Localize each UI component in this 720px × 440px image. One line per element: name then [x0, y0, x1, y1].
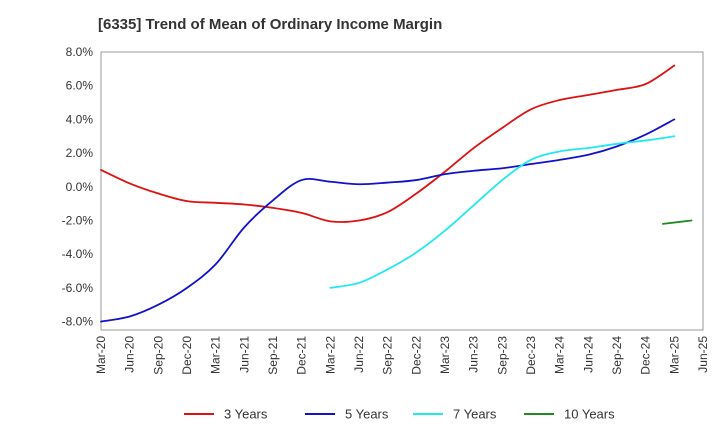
x-tick-label: Dec-21	[295, 336, 309, 375]
y-tick-label: 2.0%	[66, 146, 94, 160]
y-tick-label: 4.0%	[66, 112, 94, 126]
x-tick-label: Mar-21	[209, 336, 223, 374]
x-tick-label: Jun-20	[123, 336, 137, 373]
y-tick-label: 8.0%	[66, 45, 94, 59]
x-tick-label: Sep-21	[266, 336, 280, 375]
x-tick-label: Jun-22	[352, 336, 366, 373]
axes: Mar-20 Jun-20 Sep-20 Dec-20 Mar-21 Jun-21 Sep-…	[62, 45, 710, 375]
y-tick-label: -8.0%	[62, 315, 94, 329]
x-tick-label: Dec-23	[524, 336, 538, 375]
y-tick-label: -6.0%	[62, 281, 94, 295]
x-tick-label: Mar-22	[323, 336, 337, 374]
x-tick-label: Sep-23	[495, 336, 509, 375]
x-tick-label: Jun-23	[467, 336, 481, 373]
y-tick-label: 6.0%	[66, 79, 94, 93]
legend-label-7-years: 7 Years	[453, 407, 497, 422]
series-lines	[100, 64, 693, 323]
x-tick-label: Dec-24	[639, 336, 653, 375]
legend-label-5-years: 5 Years	[345, 407, 389, 422]
chart-title: [6335] Trend of Mean of Ordinary Income …	[98, 16, 443, 33]
x-tick-label: Sep-22	[381, 336, 395, 375]
legend: 3 Years 5 Years 7 Years 10 Years	[184, 407, 615, 422]
series-line-3-years	[100, 64, 676, 223]
x-tick-label: Sep-24	[610, 336, 624, 375]
series-line-10-years	[661, 219, 693, 225]
x-tick-label: Mar-24	[553, 336, 567, 374]
y-tick-label: -2.0%	[62, 213, 94, 227]
x-tick-label: Dec-22	[409, 336, 423, 375]
plot-frame	[100, 51, 704, 331]
series-line-7-years	[329, 135, 676, 289]
x-tick-label: Mar-25	[667, 336, 681, 374]
x-tick-label: Jun-25	[696, 336, 710, 373]
x-tick-label: Jun-24	[581, 336, 595, 373]
x-tick-label: Mar-20	[94, 336, 108, 374]
y-tick-label: 0.0%	[66, 180, 94, 194]
x-tick-label: Dec-20	[180, 336, 194, 375]
legend-label-10-years: 10 Years	[564, 407, 615, 422]
legend-label-3-years: 3 Years	[224, 407, 268, 422]
x-tick-label: Sep-20	[151, 336, 165, 375]
x-tick-label: Mar-23	[438, 336, 452, 374]
y-tick-label: -4.0%	[62, 247, 94, 261]
series-line-5-years	[100, 118, 676, 323]
x-tick-label: Jun-21	[237, 336, 251, 373]
